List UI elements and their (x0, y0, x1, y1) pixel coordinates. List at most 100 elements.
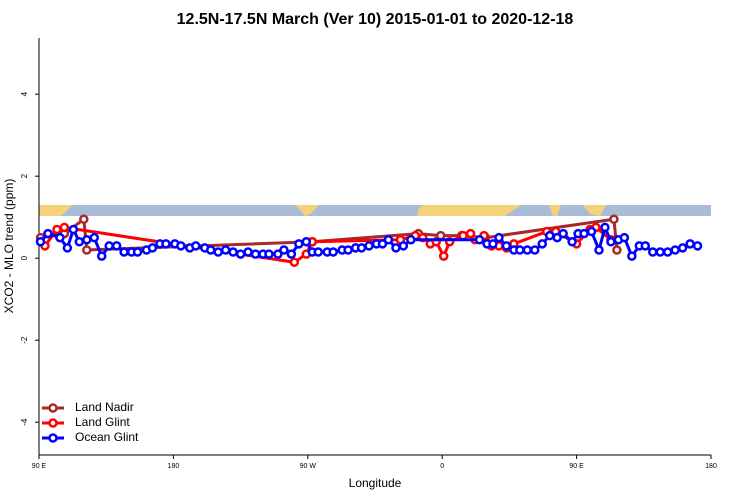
data-point (55, 232, 65, 243)
chart-title: 12.5N-17.5N March (Ver 10) 2015-01-01 to… (177, 11, 574, 28)
data-point (606, 237, 616, 247)
data-point (600, 222, 610, 233)
legend-marker (48, 418, 58, 428)
data-point (82, 234, 92, 245)
data-point (627, 251, 637, 261)
y-tick-label: 2 (20, 173, 29, 178)
x-tick-label: 0 (440, 463, 444, 470)
data-point (343, 245, 353, 255)
data-point (119, 247, 129, 257)
data-point (377, 239, 388, 249)
legend-label: Ocean Glint (75, 430, 139, 444)
data-point (104, 241, 114, 251)
data-point (383, 234, 394, 245)
data-point (648, 247, 658, 257)
data-point (205, 245, 216, 255)
data-point (235, 249, 246, 259)
data-point (294, 239, 304, 249)
x-tick-label: 90 E (569, 463, 584, 470)
y-axis-label: XCO2 - MLO trend (ppm) (2, 179, 16, 314)
data-point (530, 245, 540, 255)
data-point (62, 243, 73, 253)
map-strip (39, 205, 711, 216)
data-point (558, 228, 568, 239)
x-axis-label: Longitude (349, 476, 402, 490)
data-point (96, 251, 107, 261)
data-point (609, 214, 619, 224)
data-point (147, 243, 158, 253)
data-point (220, 245, 231, 255)
data-point (301, 237, 312, 247)
data-point (273, 249, 283, 259)
data-point (279, 245, 289, 255)
y-tick-label: 4 (20, 91, 29, 96)
data-point (68, 224, 79, 235)
data-point (501, 241, 512, 251)
x-tick-label: 90 E (32, 463, 47, 470)
data-point (662, 247, 673, 257)
data-point (89, 232, 100, 243)
data-point (670, 245, 680, 255)
data-point (474, 234, 485, 245)
legend-label: Land Glint (75, 415, 130, 429)
x-tick-label: 90 W (300, 463, 317, 470)
data-point (264, 249, 274, 259)
data-point (132, 247, 143, 257)
data-point (328, 247, 338, 257)
data-point (537, 239, 548, 249)
y-tick-label: 0 (20, 255, 29, 260)
data-point (286, 249, 297, 259)
data-point (552, 232, 562, 243)
data-point (692, 241, 703, 251)
data-point (488, 239, 498, 249)
data-point (655, 247, 665, 257)
data-point (82, 245, 92, 255)
data-point (522, 245, 533, 255)
x-tick-label: 180 (705, 463, 717, 470)
data-point (364, 241, 374, 251)
data-point (250, 249, 261, 259)
data-point (111, 241, 122, 251)
data-point (594, 245, 604, 255)
data-point (438, 251, 449, 261)
data-point (243, 247, 253, 257)
legend-marker (48, 433, 58, 443)
x-tick-label: 180 (168, 463, 180, 470)
data-point (391, 243, 401, 253)
y-tick-label: -2 (20, 336, 29, 344)
data-point (579, 228, 589, 239)
series-line (40, 216, 619, 252)
data-point (356, 243, 367, 253)
data-point (406, 234, 416, 245)
data-point (213, 247, 223, 257)
data-point (398, 241, 409, 251)
data-point (612, 245, 622, 255)
data-point (567, 237, 577, 247)
data-point (228, 247, 238, 257)
data-point (289, 257, 300, 268)
data-point (52, 224, 62, 235)
data-point (586, 226, 597, 237)
data-point (161, 239, 171, 249)
data-point (677, 243, 688, 253)
data-point (43, 228, 53, 239)
data-point (685, 239, 695, 249)
data-point (59, 222, 70, 233)
data-point (176, 241, 186, 251)
data-point (640, 241, 651, 251)
data-point (515, 245, 525, 255)
data-point (458, 230, 468, 241)
data-point (544, 230, 555, 241)
data-point (494, 232, 504, 243)
data-point (35, 237, 46, 247)
legend-marker (48, 403, 58, 413)
data-point (79, 214, 89, 224)
data-point (74, 237, 85, 247)
data-point (313, 247, 324, 257)
legend-label: Land Nadir (75, 400, 134, 414)
data-point (191, 241, 201, 251)
y-tick-label: -4 (20, 418, 29, 426)
data-point (619, 232, 630, 243)
data-point (465, 228, 476, 239)
